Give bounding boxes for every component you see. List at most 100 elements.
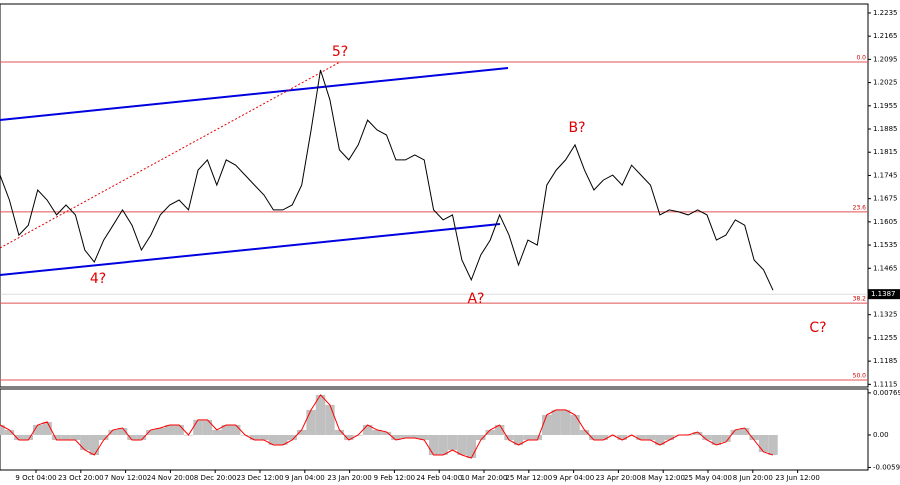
x-tick-label: 23 Dec 12:00 bbox=[236, 474, 283, 482]
x-tick-label: 24 Nov 20:00 bbox=[147, 474, 194, 482]
osc-bar bbox=[466, 434, 477, 459]
wave-label: B? bbox=[568, 120, 585, 136]
y-tick-label: 1.1115 bbox=[873, 380, 898, 388]
osc-bar bbox=[296, 429, 307, 435]
x-tick-label: 10 Mar 20:00 bbox=[461, 474, 508, 482]
osc-bar bbox=[334, 429, 345, 435]
osc-bar bbox=[127, 434, 137, 441]
osc-bar bbox=[249, 434, 260, 441]
osc-bar bbox=[400, 434, 411, 438]
osc-bar bbox=[768, 434, 778, 456]
osc-bar bbox=[4, 429, 15, 435]
y-tick-label: 1.2165 bbox=[873, 32, 898, 40]
osc-bar bbox=[344, 434, 354, 441]
osc-bar bbox=[32, 424, 43, 435]
x-tick-label: 25 May 04:00 bbox=[684, 474, 732, 482]
osc-bar bbox=[372, 429, 382, 435]
osc-bar bbox=[589, 434, 599, 441]
osc-bar bbox=[457, 434, 467, 456]
main-frame bbox=[0, 3, 869, 388]
osc-bar bbox=[560, 409, 571, 435]
osc-bar bbox=[542, 414, 552, 435]
fib-label: 0.0 bbox=[856, 55, 866, 62]
osc-bar bbox=[98, 434, 109, 441]
x-tick-label: 24 Feb 04:00 bbox=[416, 474, 462, 482]
osc-bar bbox=[655, 434, 665, 445]
osc-bar bbox=[438, 434, 448, 456]
osc-bar bbox=[504, 434, 514, 441]
osc-bar bbox=[136, 434, 147, 441]
osc-bar bbox=[579, 429, 590, 435]
osc-bar bbox=[80, 434, 90, 451]
fib-label: 23.6 bbox=[853, 204, 867, 211]
osc-bar bbox=[202, 419, 213, 435]
osc-bar bbox=[146, 429, 156, 435]
fib-label: 50.0 bbox=[853, 373, 867, 380]
osc-bar bbox=[758, 434, 769, 452]
osc-bar bbox=[410, 434, 420, 438]
price-line bbox=[0, 69, 774, 291]
osc-bar bbox=[711, 434, 722, 445]
y-tick-label: 1.2095 bbox=[873, 55, 898, 63]
osc-bar bbox=[419, 434, 429, 441]
osc-bar bbox=[230, 424, 241, 435]
osc-bar bbox=[61, 434, 71, 441]
osc-bar bbox=[381, 431, 392, 435]
osc-bar bbox=[447, 434, 458, 451]
osc-bar bbox=[108, 429, 118, 435]
wave-label: A? bbox=[467, 291, 484, 307]
osc-bar bbox=[164, 424, 175, 435]
osc-bar bbox=[551, 409, 561, 435]
signal-line bbox=[0, 394, 774, 459]
osc-bar bbox=[749, 434, 759, 441]
wave-label: 5? bbox=[332, 44, 348, 60]
osc-bar bbox=[14, 434, 24, 441]
osc-bar bbox=[645, 434, 656, 441]
osc-frame bbox=[0, 388, 869, 471]
osc-bar bbox=[570, 414, 580, 435]
osc-bar bbox=[51, 434, 62, 441]
osc-bar bbox=[598, 434, 609, 441]
osc-bar bbox=[636, 434, 646, 441]
x-tick-label: 9 Jan 04:00 bbox=[285, 474, 325, 482]
y-tick-label: 0.00 bbox=[873, 431, 889, 439]
osc-bar bbox=[325, 404, 335, 435]
osc-bar bbox=[428, 434, 439, 456]
osc-bar bbox=[70, 434, 81, 441]
osc-bar bbox=[193, 419, 203, 435]
y-tick-label: 1.1885 bbox=[873, 125, 898, 133]
y-tick-label: 1.1605 bbox=[873, 218, 898, 226]
x-tick-label: 25 Mar 12:00 bbox=[505, 474, 552, 482]
osc-bar bbox=[42, 421, 52, 435]
osc-bar bbox=[221, 424, 231, 435]
x-tick-label: 9 Feb 12:00 bbox=[374, 474, 415, 482]
osc-bar bbox=[0, 424, 5, 435]
x-tick-label: 23 Jun 12:00 bbox=[775, 474, 819, 482]
osc-bar bbox=[117, 427, 128, 435]
y-tick-label: 0.00769 bbox=[873, 389, 900, 397]
osc-bar bbox=[315, 394, 326, 435]
osc-bar bbox=[362, 424, 373, 435]
y-tick-label: -0.00593 bbox=[873, 463, 900, 471]
osc-bar bbox=[532, 434, 543, 441]
y-tick-label: 1.1535 bbox=[873, 241, 898, 249]
last-price-box bbox=[868, 289, 900, 300]
x-tick-label: 7 Nov 12:00 bbox=[104, 474, 147, 482]
x-tick-label: 9 Oct 04:00 bbox=[15, 474, 56, 482]
osc-bar bbox=[391, 434, 401, 441]
osc-bar bbox=[513, 434, 524, 445]
osc-bar bbox=[278, 434, 288, 445]
osc-bar bbox=[740, 427, 750, 435]
x-tick-label: 23 Jan 20:00 bbox=[327, 474, 371, 482]
projection-line bbox=[0, 61, 341, 249]
osc-bar bbox=[212, 429, 222, 435]
osc-bar bbox=[730, 429, 741, 435]
osc-bar bbox=[155, 427, 165, 435]
y-tick-label: 1.1815 bbox=[873, 148, 898, 156]
x-tick-label: 23 Oct 20:00 bbox=[58, 474, 104, 482]
wave-label: 4? bbox=[90, 271, 106, 287]
y-tick-label: 1.1255 bbox=[873, 334, 898, 342]
osc-bar bbox=[664, 434, 675, 441]
x-tick-label: 8 Jun 20:00 bbox=[733, 474, 773, 482]
